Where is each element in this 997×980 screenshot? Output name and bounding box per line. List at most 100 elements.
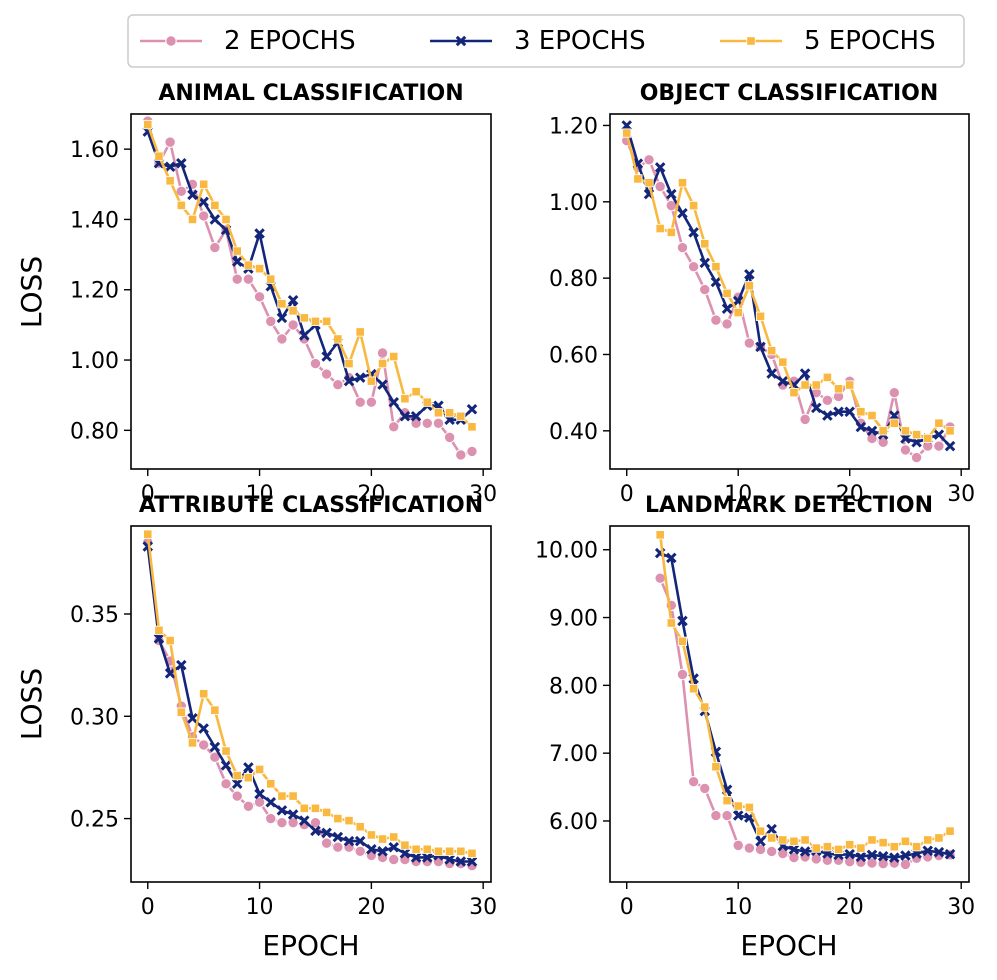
data-point-5-epochs	[310, 803, 321, 813]
data-point-5-epochs	[445, 408, 455, 418]
data-point-5-epochs	[210, 200, 220, 210]
data-point-3-epochs	[732, 810, 744, 821]
data-point-5-epochs	[333, 813, 343, 824]
series-line-2-epochs	[658, 577, 951, 866]
y-tick-label: 7.00	[549, 742, 598, 767]
y-tick-label: 1.00	[70, 349, 119, 374]
y-tick-label: 0.80	[70, 419, 119, 444]
data-point-5-epochs	[767, 346, 777, 356]
data-point-3-epochs	[455, 856, 467, 867]
x-tick-label: 20	[836, 895, 864, 920]
data-point-2-epochs	[721, 318, 733, 330]
y-tick-label: 0.35	[70, 603, 119, 628]
data-point-5-epochs	[856, 843, 866, 853]
data-point-5-epochs	[767, 833, 777, 843]
panel-attribute: 0.25 0.30 0.35 0 10 20 30	[70, 525, 497, 920]
data-point-5-epochs	[755, 311, 766, 321]
data-point-3-epochs	[388, 841, 399, 853]
panel-landmark: 6.00 7.00 8.00 9.00 10.00 0 10 20 30	[535, 525, 975, 920]
data-point-3-epochs	[321, 351, 332, 362]
data-point-3-epochs	[688, 227, 699, 238]
data-point-3-epochs	[866, 425, 878, 437]
data-point-2-epochs	[354, 396, 366, 408]
data-point-5-epochs	[165, 176, 175, 186]
data-point-3-epochs	[900, 850, 911, 861]
series-line-5-epochs	[146, 534, 473, 855]
data-point-3-epochs	[444, 854, 455, 865]
data-point-5-epochs	[778, 357, 788, 367]
legend-item-5-epochs: 5 EPOCHS	[804, 26, 936, 56]
data-point-2-epochs	[276, 333, 288, 345]
data-point-5-epochs	[433, 846, 444, 856]
data-point-5-epochs	[456, 846, 466, 856]
legend-label-5-epochs: 5 EPOCHS	[804, 26, 936, 56]
data-point-3-epochs	[265, 796, 277, 808]
data-point-5-epochs	[722, 796, 732, 806]
data-point-3-epochs	[276, 805, 288, 816]
data-point-2-epochs	[164, 136, 176, 148]
data-point-2-epochs	[265, 812, 277, 825]
data-point-5-epochs	[355, 822, 365, 832]
data-point-2-epochs	[732, 839, 744, 852]
data-point-2-epochs	[242, 273, 255, 285]
data-point-5-epochs	[733, 307, 743, 318]
data-point-5-epochs	[934, 833, 944, 843]
data-point-5-epochs	[622, 128, 632, 138]
data-point-5-epochs	[366, 376, 376, 386]
data-point-3-epochs	[209, 214, 221, 225]
series-line-3-epochs	[146, 546, 472, 863]
data-point-3-epochs	[332, 831, 344, 843]
data-point-3-epochs	[666, 188, 677, 200]
data-point-5-epochs	[677, 636, 688, 646]
data-point-2-epochs	[376, 347, 389, 359]
data-point-3-epochs	[933, 429, 945, 440]
y-tick-label: 0.60	[549, 343, 598, 368]
data-point-5-epochs	[422, 397, 432, 407]
data-point-5-epochs	[744, 802, 754, 813]
plot-frame	[130, 525, 492, 883]
data-point-2-epochs	[687, 260, 700, 273]
data-point-5-epochs	[322, 316, 332, 326]
data-point-5-epochs	[299, 803, 309, 813]
data-point-2-epochs	[332, 841, 344, 853]
x-axis-title-right: EPOCH	[740, 929, 837, 962]
data-point-5-epochs	[822, 842, 833, 852]
data-point-2-epochs	[654, 180, 666, 193]
data-point-5-epochs	[833, 844, 844, 855]
data-point-5-epochs	[689, 201, 699, 211]
data-point-5-epochs	[187, 738, 198, 748]
data-point-2-epochs	[432, 417, 445, 430]
data-point-5-epochs	[433, 408, 444, 418]
data-point-5-epochs	[176, 200, 186, 210]
legend-marker-2-epochs	[165, 35, 177, 47]
data-point-3-epochs	[254, 788, 265, 800]
data-point-5-epochs	[833, 384, 844, 394]
data-point-5-epochs	[811, 843, 821, 853]
data-point-3-epochs	[422, 852, 433, 863]
data-point-5-epochs	[355, 327, 365, 337]
data-point-3-epochs	[343, 835, 355, 847]
data-point-5-epochs	[467, 848, 477, 858]
data-point-3-epochs	[410, 852, 422, 863]
data-point-2-epochs	[287, 319, 299, 331]
panel-animal: 0.80 1.00 1.20 1.40 1.60 0 10 20 30	[70, 113, 497, 507]
data-point-2-epochs	[265, 315, 277, 328]
data-point-3-epochs	[866, 849, 878, 861]
data-point-3-epochs	[822, 410, 833, 421]
data-point-2-epochs	[821, 394, 834, 406]
legend-marker-5-epochs	[746, 36, 756, 46]
data-point-3-epochs	[231, 256, 243, 267]
series-line-5-epochs	[146, 124, 473, 428]
data-point-3-epochs	[889, 852, 900, 863]
data-point-5-epochs	[254, 264, 265, 274]
data-point-3-epochs	[911, 437, 922, 448]
series-line-3-epochs	[625, 125, 951, 448]
data-point-5-epochs	[277, 791, 287, 801]
data-point-3-epochs	[310, 825, 321, 837]
x-tick-label: 10	[246, 895, 274, 920]
plot-frame	[130, 113, 492, 470]
data-point-5-epochs	[277, 299, 287, 309]
data-point-2-epochs	[197, 739, 210, 751]
data-point-5-epochs	[945, 826, 955, 836]
data-point-5-epochs	[800, 380, 810, 390]
